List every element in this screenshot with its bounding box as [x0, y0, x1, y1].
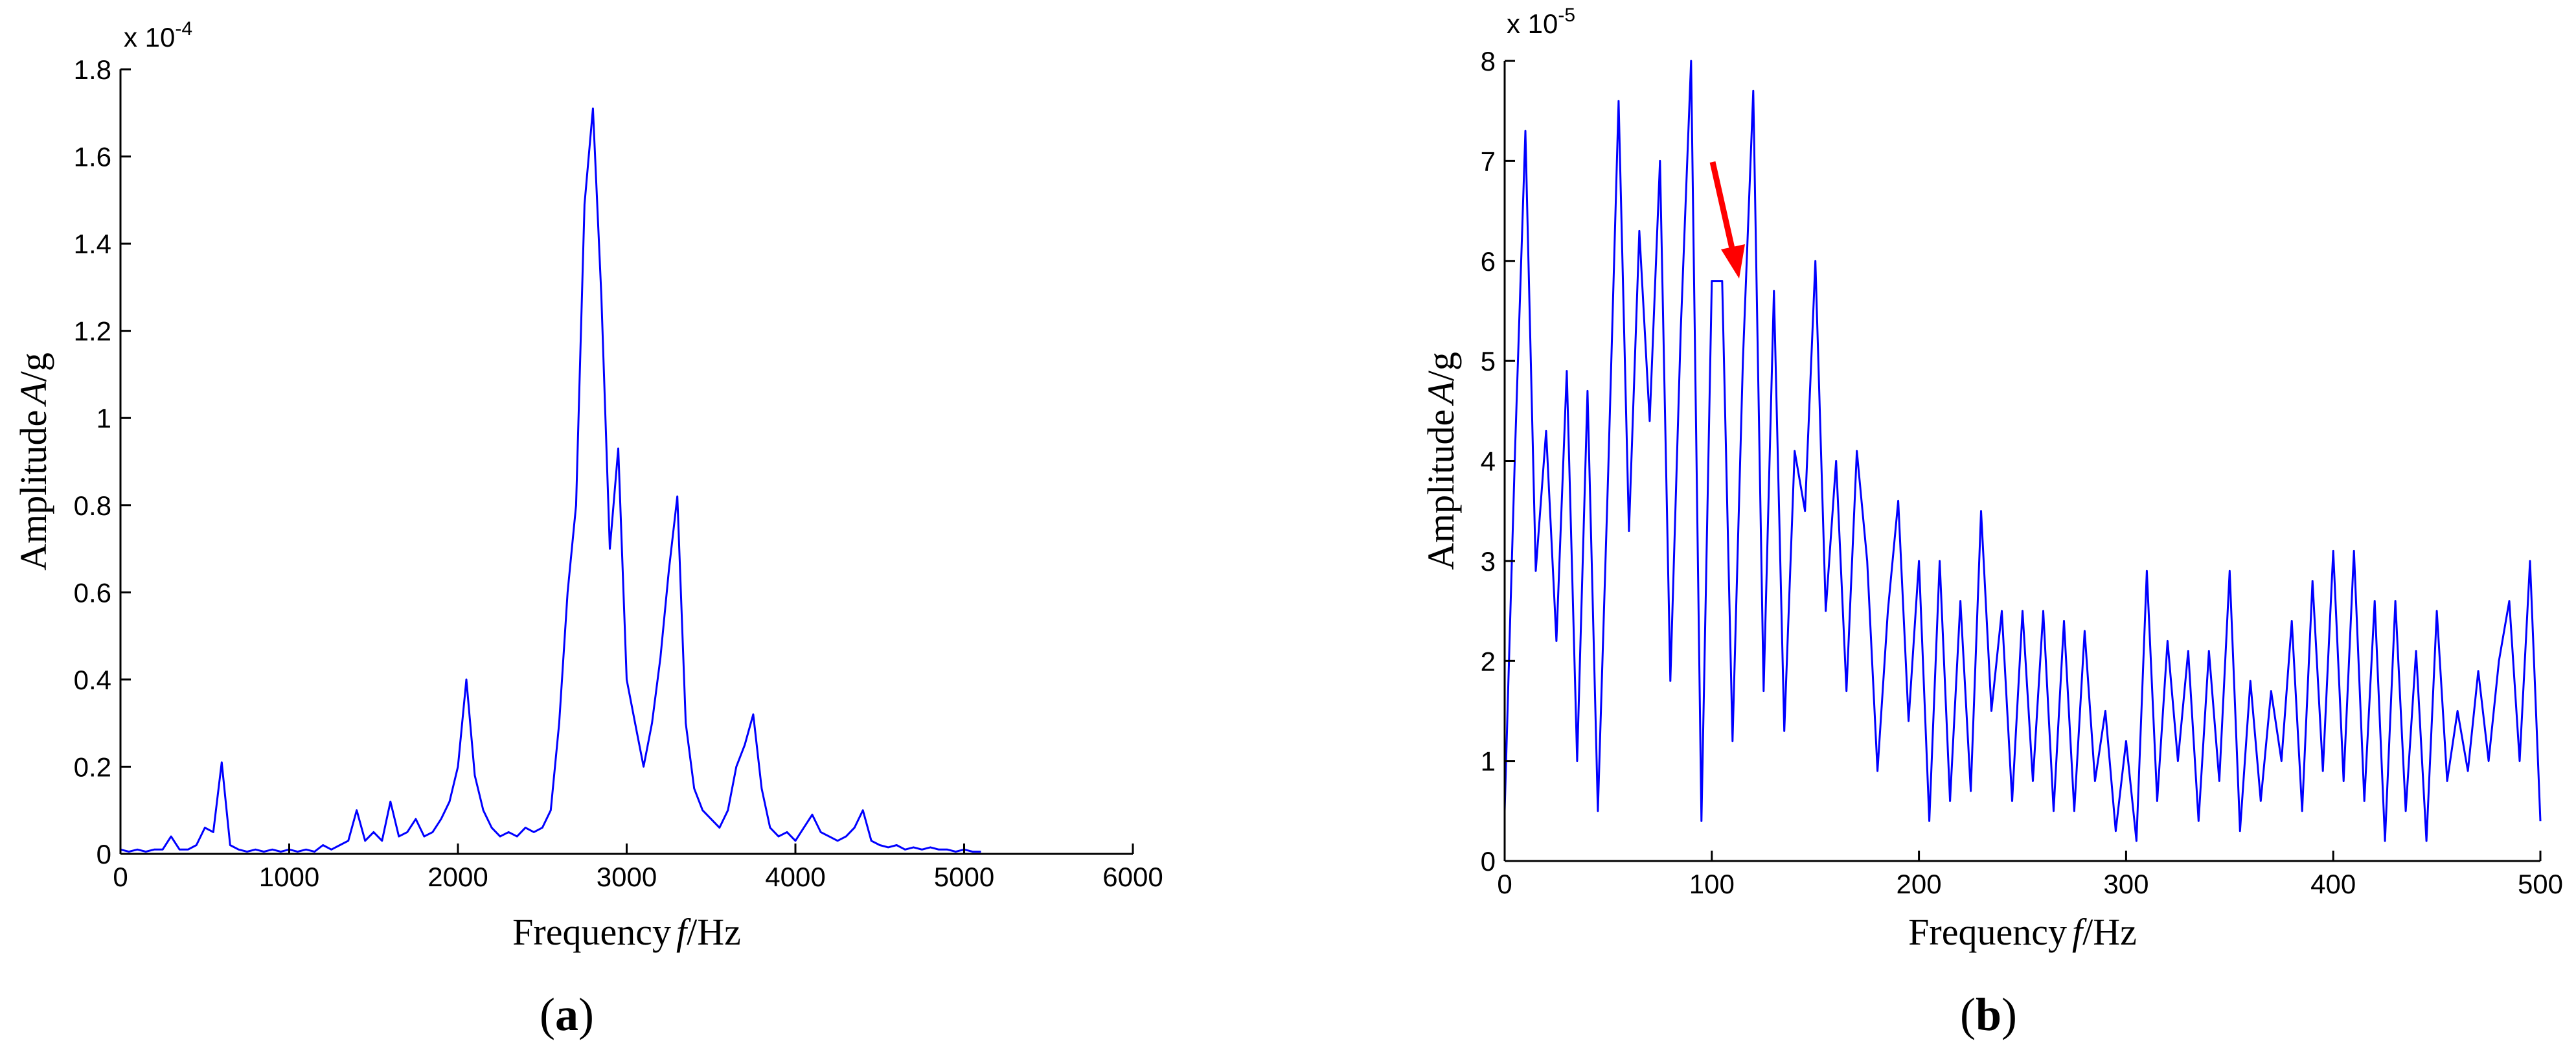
- ylabel: Amplitude A/g: [12, 352, 54, 571]
- x-tick-label: 0: [1497, 869, 1512, 899]
- caption-part: (: [1960, 989, 1976, 1040]
- arrow-annotation: [1709, 161, 1745, 279]
- y-tick-label: 1.2: [74, 316, 111, 347]
- y-tick-label: 0: [97, 839, 111, 869]
- multiplier-exponent: -5: [1558, 5, 1575, 26]
- y-tick-label: 1.8: [74, 54, 111, 85]
- spectrum-line: [120, 108, 981, 853]
- y-multiplier: x 10-5: [1507, 5, 1575, 39]
- spectrum-line: [1503, 60, 2542, 842]
- y-tick-label: 0.8: [74, 490, 111, 521]
- xlabel: Frequency f/Hz: [1908, 911, 2137, 953]
- multiplier-base: x 10: [124, 22, 175, 52]
- x-tick-label: 1000: [259, 862, 319, 892]
- y-tick-label: 1: [1481, 746, 1496, 777]
- ylabel-part: Amplitude: [1420, 409, 1462, 570]
- y-tick-label: 8: [1481, 46, 1496, 76]
- xlabel-part: Frequency: [512, 911, 671, 953]
- y-tick-label: 3: [1481, 546, 1496, 577]
- y-tick-label: 1: [97, 403, 111, 433]
- arrow-head: [1721, 244, 1745, 279]
- x-tick-label: 5000: [934, 862, 994, 892]
- caption-part: ): [578, 989, 594, 1040]
- y-tick-label: 1.4: [74, 229, 111, 259]
- x-tick-label: 6000: [1102, 862, 1163, 892]
- y-tick-label: 0: [1481, 846, 1496, 877]
- chart: 0 1000 2000 3000 4000 5000 6000 0 0.2 0.4 0.6 0.8 1 1…: [12, 18, 1163, 1040]
- x-tick-label: 100: [1689, 869, 1735, 899]
- ylabel-part: A: [12, 382, 54, 407]
- multiplier-exponent: -4: [175, 18, 192, 40]
- y-tick-label: 7: [1481, 146, 1496, 176]
- x-tick-label: 4000: [765, 862, 825, 892]
- xlabel-part: Frequency: [1908, 911, 2067, 953]
- y-tick-label: 4: [1481, 446, 1496, 477]
- y-multiplier: x 10-4: [124, 18, 192, 52]
- x-tick-label: 500: [2518, 869, 2563, 899]
- y-tick-label: 0.6: [74, 577, 111, 608]
- x-tick-label: 2000: [427, 862, 488, 892]
- caption: (b): [1960, 989, 2017, 1040]
- y-tick-label: 2: [1481, 646, 1496, 676]
- caption-part: (: [540, 989, 555, 1040]
- xlabel-part: /Hz: [2082, 911, 2137, 953]
- ylabel-part: /g: [1420, 352, 1462, 381]
- y-tick-label: 5: [1481, 346, 1496, 376]
- ylabel-part: A: [1420, 381, 1462, 407]
- caption-part: a: [555, 989, 578, 1040]
- xlabel-part: /Hz: [687, 911, 741, 953]
- multiplier-base: x 10: [1507, 8, 1558, 39]
- caption-part: b: [1976, 989, 2001, 1040]
- arrow-shaft: [1709, 161, 1737, 255]
- chart: 0 100 200 300 400 500 0 1 2 3 4 5 6 7 8 x 10-5 Frequency…: [1420, 5, 2563, 1040]
- caption: (a): [540, 989, 594, 1040]
- x-tick-label: 200: [1897, 869, 1942, 899]
- y-tick-label: 6: [1481, 246, 1496, 277]
- ylabel-part: /g: [12, 352, 54, 382]
- x-tick-label: 3000: [597, 862, 657, 892]
- y-tick-label: 1.6: [74, 142, 111, 172]
- x-tick-label: 0: [113, 862, 128, 892]
- x-tick-label: 400: [2310, 869, 2356, 899]
- xlabel: Frequency f/Hz: [512, 911, 741, 953]
- ylabel: AmplitudeA/g: [1420, 352, 1462, 570]
- y-tick-label: 0.2: [74, 752, 111, 782]
- x-tick-label: 300: [2103, 869, 2149, 899]
- caption-part: ): [2001, 989, 2017, 1040]
- ylabel-part: Amplitude: [12, 410, 54, 571]
- y-tick-label: 0.4: [74, 665, 111, 695]
